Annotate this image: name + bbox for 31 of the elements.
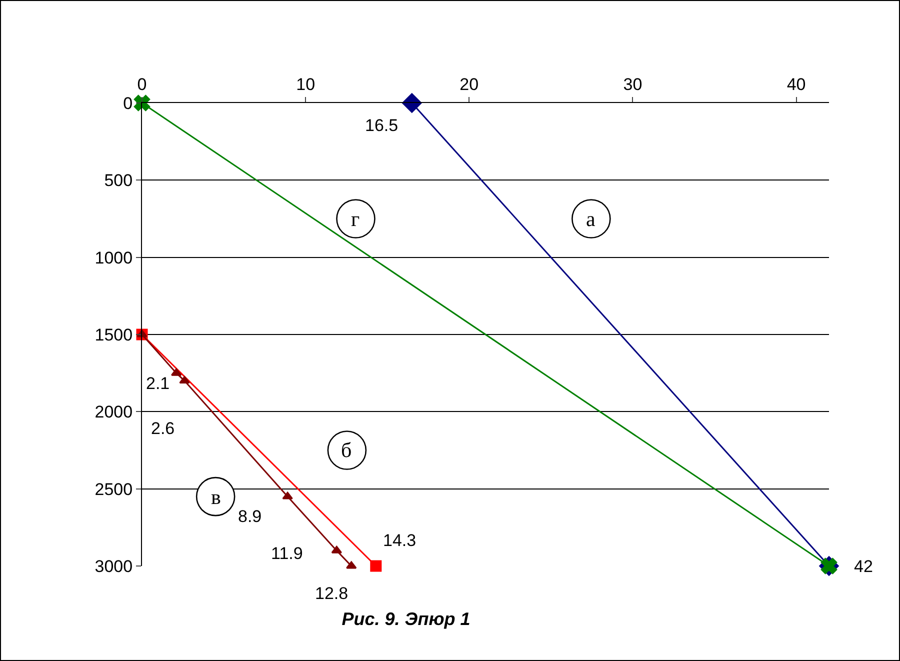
annotation: 14.3 [383,531,416,550]
annotation: 12.8 [315,584,348,603]
text: Рис. 9. Эпюр 1 [342,609,470,630]
x-tick-label: 30 [623,75,642,94]
point [346,561,357,569]
annotation: 8.9 [238,507,262,526]
annotation: 11.9 [271,544,303,563]
x-tick-label: 10 [296,75,316,94]
point [282,492,293,500]
annotation: 2.6 [151,419,175,438]
y-tick-label: 3000 [94,556,133,576]
point [370,560,382,572]
y-tick-label: 1500 [94,325,133,344]
point [402,93,422,113]
y-tick-label: 2500 [94,480,133,499]
y-tick-label: 500 [104,171,133,190]
y-tick-label: 0 [123,94,133,113]
y-tick-label: 2000 [94,402,133,422]
text: в [211,485,221,509]
annotation: 42 [854,557,873,576]
point [134,94,150,112]
y-tick-label: 1000 [94,248,133,268]
series-label: г [351,207,360,231]
annotation: 2.1 [146,374,170,393]
point [179,376,190,384]
x-tick-label: 20 [460,75,479,94]
x-tick-label: 40 [786,75,806,94]
annotation: 16.5 [365,116,398,135]
text: а [586,207,596,231]
x-tick-label: 0 [137,75,147,94]
text: б [341,438,352,462]
